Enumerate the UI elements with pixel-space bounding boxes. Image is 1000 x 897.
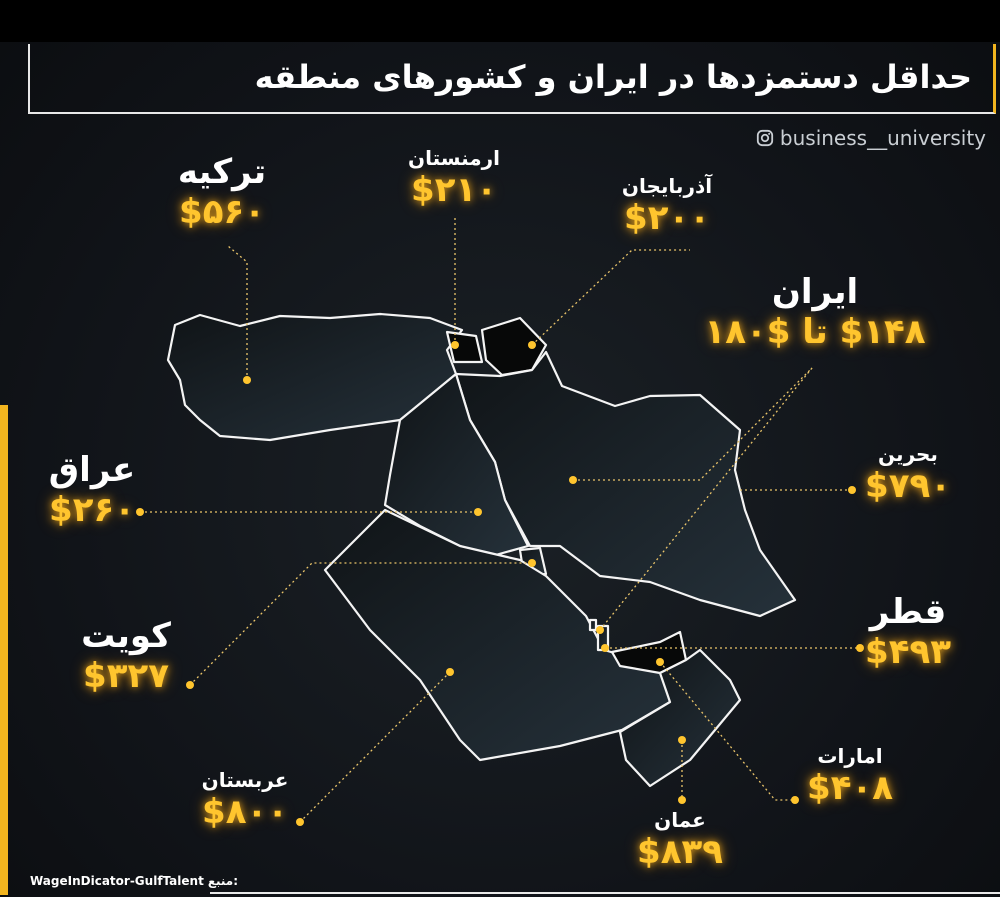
country-name: بحرین [878,442,938,466]
country-name: آذربایجان [621,174,713,198]
top-bar [0,0,1000,42]
wage: $۳۲۷ [83,656,169,696]
label-iran: ایران $۱۴۸ تا $۱۸۰ [704,272,925,352]
bahrain-shape [588,618,598,632]
iran-shape [454,350,797,618]
wage: $۸۳۹ [637,832,723,872]
wage: $۴۹۳ [865,632,951,672]
country-name: عربستان [201,768,289,792]
wage: $۴۰۸ [807,768,893,808]
wage: $۲۱۰ [411,170,497,210]
country-name: ایران [771,272,859,312]
wage: $۵۶۰ [179,192,265,232]
label-uae: امارات $۴۰۸ [807,744,893,808]
title-frame [28,44,996,114]
label-oman: عمان $۸۳۹ [637,808,723,872]
label-armenia: ارمنستان $۲۱۰ [408,146,500,210]
source-text: WageInDicator-GulfTalent [30,874,204,888]
label-bahrain: بحرین $۷۹۰ [865,442,951,506]
country-name: امارات [817,744,883,768]
source: WageInDicator-GulfTalent منبع: [30,874,238,888]
dots [136,341,864,826]
side-accent [0,405,8,895]
wage: $۲۶۰ [49,490,135,530]
country-name: عراق [48,450,136,490]
oman-shape [618,648,742,788]
label-saudi: عربستان $۸۰۰ [202,768,289,832]
bottom-rule [210,892,1000,894]
handle: business__university [756,126,986,150]
country-name: ترکیه [177,152,267,192]
wage: $۷۹۰ [865,466,951,506]
title: حداقل دستمزدها در ایران و کشورهای منطقه [254,58,972,96]
wage: $۱۴۸ تا $۱۸۰ [704,312,926,352]
wage: $۲۰۰ [624,198,710,238]
country-name: قطر [869,592,947,632]
label-kuwait: کویت $۳۲۷ [81,616,171,696]
armenia-shape [445,330,484,364]
iraq-shape [383,372,530,558]
label-iraq: عراق $۲۶۰ [49,450,135,530]
source-label: منبع: [207,874,239,888]
label-azerbaijan: آذربایجان $۲۰۰ [622,174,712,238]
handle-text: business__university [779,126,986,150]
instagram-icon [756,129,774,147]
label-qatar: قطر $۴۹۳ [865,592,951,672]
country-name: ارمنستان [407,146,501,170]
country-name: عمان [654,808,706,832]
wage: $۸۰۰ [202,792,288,832]
label-turkey: ترکیه $۵۶۰ [178,152,266,232]
country-name: کویت [81,616,171,656]
leaders [140,215,860,823]
